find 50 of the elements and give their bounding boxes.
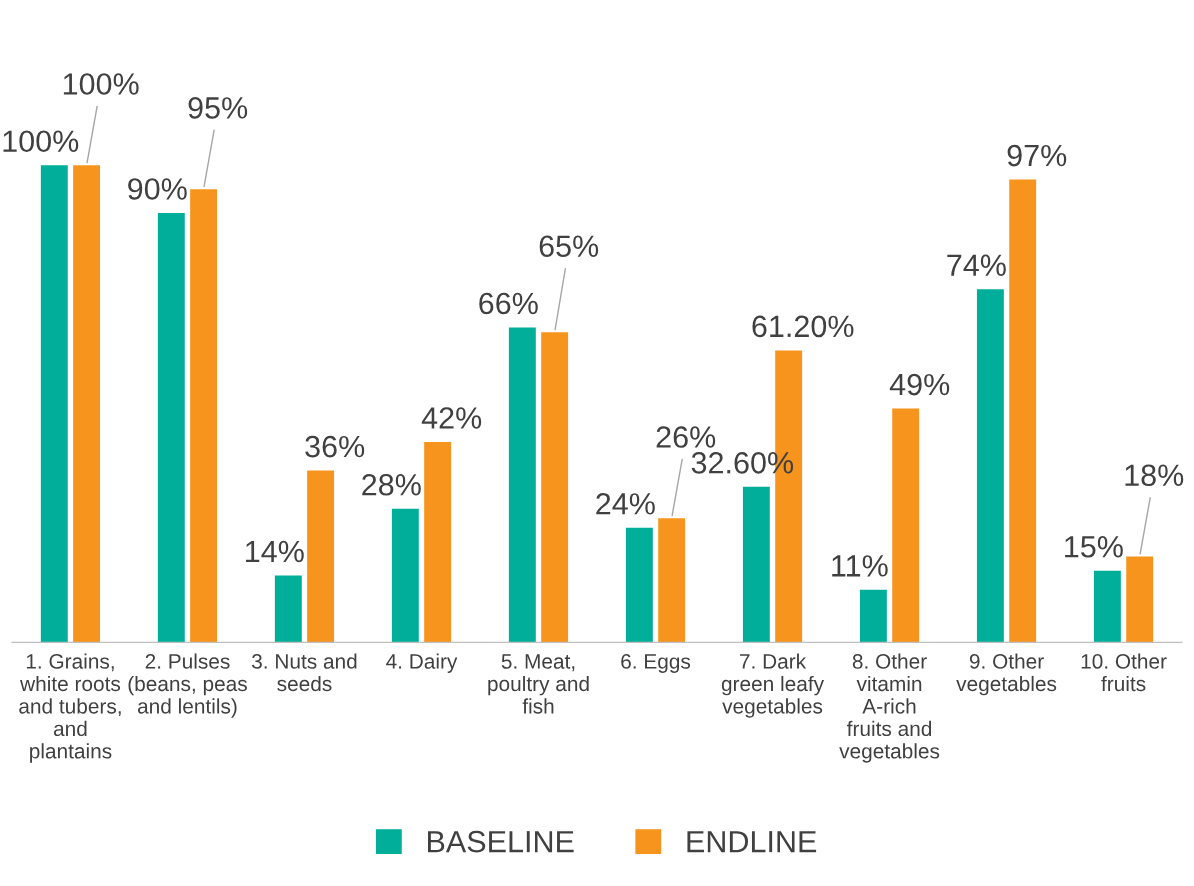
data-label: 26% [656, 426, 716, 448]
bar [274, 575, 302, 643]
bar [307, 470, 335, 643]
data-label: 100% [3, 130, 79, 153]
data-label: 95% [188, 97, 248, 119]
x-tick-label: 4. Dairy [386, 653, 458, 673]
x-tick-label: 3. Nuts and seeds [251, 653, 357, 692]
bar [892, 408, 920, 643]
x-tick-label: 5. Meat, poultry and fish [488, 654, 589, 714]
bar [625, 527, 653, 643]
x-tick-label: 10. Other fruits [1081, 653, 1167, 692]
bar [1126, 556, 1154, 643]
data-label: 36% [305, 435, 365, 458]
data-label: 18% [1125, 464, 1184, 487]
data-label: 15% [1065, 536, 1123, 558]
x-tick-label: 9. Other vegetables [956, 653, 1057, 696]
bar [391, 508, 419, 643]
data-label: 74% [947, 254, 1006, 276]
data-label: 11% [832, 555, 888, 577]
bar [190, 189, 218, 643]
bar [1093, 570, 1121, 643]
data-label: 61.20% [752, 315, 854, 338]
bar [742, 486, 770, 643]
x-tick-label: 8. Other vitamin A-rich fruits and vegetables [839, 653, 940, 763]
bar [73, 165, 101, 643]
bar [40, 165, 68, 643]
data-label: 42% [421, 407, 482, 429]
data-label: 14% [246, 540, 304, 563]
x-tick-label: 2. Pulses (beans, peas and lentils) [128, 653, 247, 718]
bar [157, 212, 185, 643]
x-tick-label: 6. Eggs [621, 654, 691, 673]
legend-label: BASELINE [428, 830, 574, 853]
bar [976, 289, 1004, 643]
data-label: 66% [479, 292, 538, 315]
data-label: 49% [889, 373, 950, 396]
data-label: 28% [362, 473, 421, 496]
data-label: 97% [1007, 144, 1067, 167]
bar [859, 589, 887, 643]
bar [541, 332, 569, 643]
bar [658, 518, 686, 643]
bar [508, 327, 536, 643]
data-label: 100% [63, 73, 139, 95]
data-label: 24% [596, 493, 655, 515]
legend-label: ENDLINE [687, 831, 817, 853]
data-label: 65% [539, 235, 599, 258]
x-tick-label: 1. Grains, white roots and tubers, and plantains [19, 653, 121, 763]
data-label: 90% [128, 178, 187, 200]
bar [1009, 179, 1037, 643]
x-tick-label: 7. Dark green leafy vegetables [721, 653, 825, 718]
bar [424, 441, 452, 643]
